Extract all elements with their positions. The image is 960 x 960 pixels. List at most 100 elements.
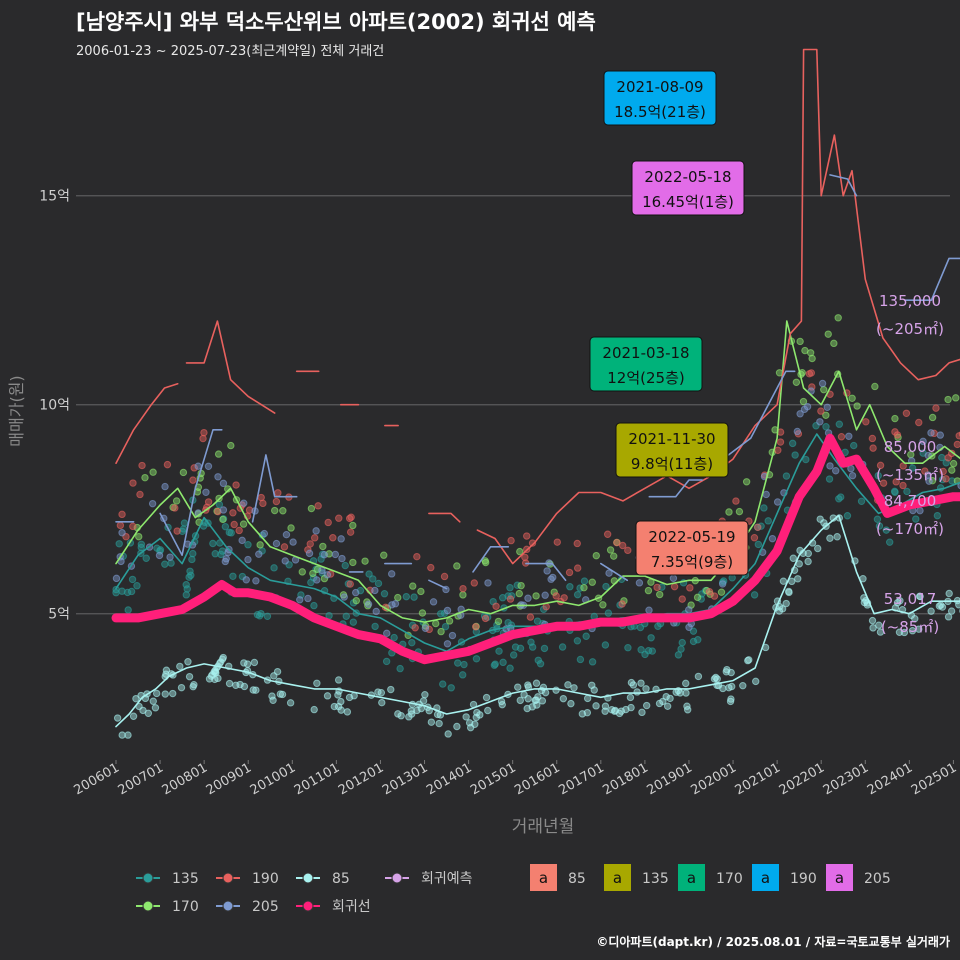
scatter-point-190 (171, 504, 179, 512)
legend-label: 회귀예측 (421, 871, 473, 887)
scatter-point-85 (225, 679, 234, 688)
scatter-point-205 (166, 553, 174, 561)
callout-label: 2021-11-30 9.8억(11층) (615, 422, 729, 478)
prediction-value: 84,700 (884, 492, 937, 510)
scatter-point-85 (330, 702, 339, 711)
scatter-point-85 (268, 692, 276, 700)
scatter-point-190 (732, 497, 740, 505)
scatter-point-205 (337, 535, 345, 543)
scatter-point-190 (528, 539, 537, 547)
scatter-point-135 (349, 618, 358, 626)
scatter-point-135 (396, 664, 404, 673)
scatter-point-135 (566, 583, 574, 591)
scatter-point-85 (462, 713, 470, 721)
scatter-point-135 (133, 582, 141, 590)
scatter-point-85 (752, 677, 760, 686)
scatter-point-135 (835, 495, 843, 503)
scatter-point-85 (567, 699, 575, 708)
scatter-point-85 (139, 706, 147, 715)
scatter-point-205 (219, 506, 228, 514)
scatter-point-85 (337, 697, 345, 706)
scatter-point-190 (272, 497, 281, 506)
scatter-point-135 (410, 593, 418, 601)
scatter-point-170 (742, 478, 751, 486)
scatter-point-135 (382, 657, 391, 666)
scatter-point-135 (402, 592, 411, 601)
scatter-point-205 (762, 490, 770, 499)
scatter-point-135 (885, 538, 894, 546)
scatter-point-205 (936, 431, 945, 439)
scatter-point-85 (323, 692, 332, 700)
scatter-point-170 (219, 515, 227, 524)
scatter-point-190 (686, 584, 694, 592)
scatter-point-170 (459, 591, 467, 599)
scatter-point-205 (296, 596, 304, 604)
scatter-point-170 (349, 558, 357, 567)
scatter-point-205 (260, 529, 269, 538)
scatter-point-190 (136, 490, 144, 499)
scatter-point-135 (573, 637, 582, 645)
scatter-point-205 (793, 427, 802, 436)
scatter-point-190 (204, 498, 213, 506)
series-line-205 (904, 257, 960, 301)
x-tick-label: 201601 (512, 760, 562, 798)
x-tick-label: 201001 (248, 760, 298, 798)
scatter-point-135 (137, 543, 145, 552)
scatter-point-170 (417, 587, 425, 596)
scatter-point-85 (524, 695, 532, 703)
scatter-point-190 (440, 572, 449, 581)
scatter-point-170 (227, 441, 235, 450)
scatter-point-85 (113, 714, 122, 722)
scatter-point-190 (552, 592, 560, 600)
scatter-point-190 (190, 464, 198, 472)
x-tick-label: 202101 (733, 760, 783, 798)
scatter-point-205 (371, 586, 379, 595)
scatter-point-170 (588, 578, 596, 586)
scatter-point-135 (310, 601, 318, 610)
scatter-point-85 (578, 710, 587, 718)
scatter-point-205 (685, 606, 693, 614)
scatter-point-205 (635, 579, 644, 587)
series-line-205 (428, 579, 448, 590)
scatter-point-190 (893, 431, 902, 439)
scatter-point-85 (627, 678, 636, 687)
scatter-point-190 (118, 510, 126, 519)
scatter-point-190 (750, 534, 759, 542)
scatter-point-170 (298, 568, 306, 576)
scatter-point-170 (952, 394, 960, 402)
scatter-point-190 (542, 603, 550, 611)
y-tick-label: 15억 (39, 189, 70, 205)
x-tick-label: 201201 (336, 760, 386, 798)
scatter-point-85 (240, 659, 248, 667)
scatter-point-85 (947, 607, 956, 615)
scatter-point-135 (439, 680, 447, 688)
scatter-point-190 (624, 546, 632, 555)
scatter-point-205 (685, 623, 693, 631)
scatter-point-85 (421, 690, 429, 699)
scatter-point-170 (848, 394, 856, 402)
scatter-point-85 (482, 693, 491, 702)
x-tick-label: 201401 (424, 760, 474, 798)
scatter-point-85 (626, 693, 635, 702)
scatter-point-190 (705, 588, 714, 596)
scatter-point-135 (641, 650, 649, 659)
scatter-point-170 (432, 619, 440, 628)
scatter-point-190 (953, 440, 960, 449)
scatter-point-205 (818, 379, 827, 388)
scatter-point-85 (532, 679, 541, 687)
x-tick-label: 202501 (909, 760, 959, 798)
scatter-point-190 (347, 513, 355, 521)
credit-footer: ©디아파트(dapt.kr) / 2025.08.01 / 자료=국토교통부 실… (596, 935, 950, 949)
scatter-point-85 (129, 712, 138, 720)
callout-date: 2021-08-09 (616, 78, 703, 96)
scatter-point-205 (240, 499, 248, 507)
scatter-point-190 (324, 518, 332, 527)
scatter-point-135 (534, 656, 542, 664)
scatter-point-85 (666, 694, 674, 703)
scatter-point-85 (394, 710, 402, 718)
scatter-point-85 (387, 685, 395, 694)
scatter-point-190 (774, 446, 782, 455)
series-line-190 (185, 320, 276, 414)
y-tick-label: 5억 (48, 607, 70, 623)
prediction-value: 135,000 (879, 292, 941, 310)
